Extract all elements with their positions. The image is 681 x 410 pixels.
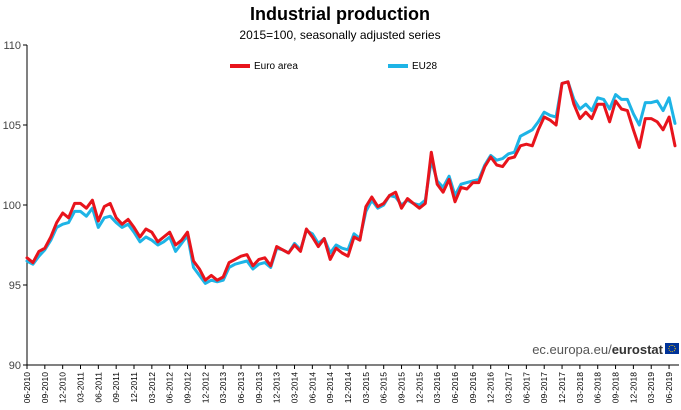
x-tick-label: 12-2015	[414, 372, 424, 403]
source-credit: ec.europa.eu/eurostat	[532, 342, 679, 357]
x-tick-label: 09-2016	[468, 372, 478, 403]
x-tick-label: 06-2016	[450, 372, 460, 403]
x-tick-label: 03-2014	[290, 372, 300, 403]
x-tick-label: 03-2019	[646, 372, 656, 403]
x-tick-label: 06-2010	[22, 372, 32, 403]
y-tick-label: 110	[3, 40, 21, 52]
x-tick-label: 09-2011	[111, 372, 121, 403]
x-tick-label: 06-2019	[664, 372, 674, 403]
x-tick-label: 09-2017	[539, 372, 549, 403]
legend-label-euro-area: Euro area	[254, 61, 298, 72]
x-tick-label: 09-2010	[40, 372, 50, 403]
x-axis: 06-2010 09-2010 12-2010 03-2011 06-2011 09-20…	[22, 364, 679, 403]
x-tick-label: 12-2011	[129, 372, 139, 403]
x-tick-label: 03-2012	[147, 372, 157, 403]
eu-flag-icon	[665, 343, 679, 354]
x-tick-label: 03-2015	[361, 372, 371, 403]
series-line-euro-area	[25, 80, 677, 282]
source-brand: eurostat	[612, 342, 664, 357]
x-tick-label: 09-2018	[611, 372, 621, 403]
x-tick-label: 12-2012	[200, 372, 210, 403]
x-tick-label: 06-2012	[165, 372, 175, 403]
series-lines	[25, 80, 677, 285]
x-tick-label: 12-2018	[628, 372, 638, 403]
x-tick-label: 12-2016	[486, 372, 496, 403]
chart-title: Industrial production	[250, 4, 430, 24]
y-tick-label: 90	[9, 360, 21, 372]
x-tick-label: 03-2013	[218, 372, 228, 403]
x-tick-label: 12-2014	[343, 372, 353, 403]
x-tick-label: 12-2017	[557, 372, 567, 403]
chart-subtitle: 2015=100, seasonally adjusted series	[239, 28, 440, 42]
source-text: ec.europa.eu/eurostat	[532, 342, 663, 357]
x-tick-label: 03-2018	[575, 372, 585, 403]
legend-label-eu28: EU28	[412, 61, 437, 72]
y-tick-label: 95	[9, 280, 21, 292]
y-axis: 90 95 100 105 110	[3, 40, 28, 372]
x-tick-label: 06-2017	[521, 372, 531, 403]
x-tick-label: 03-2011	[76, 372, 86, 403]
x-tick-label: 12-2010	[58, 372, 68, 403]
legend: Euro area EU28	[230, 61, 437, 72]
y-tick-label: 105	[3, 120, 21, 132]
x-tick-label: 06-2015	[379, 372, 389, 403]
x-tick-label: 12-2013	[272, 372, 282, 403]
x-tick-label: 06-2011	[93, 372, 103, 403]
x-tick-label: 09-2015	[397, 372, 407, 403]
x-tick-label: 06-2014	[307, 372, 317, 403]
x-tick-label: 06-2018	[593, 372, 603, 403]
x-tick-label: 09-2013	[254, 372, 264, 403]
x-tick-label: 09-2012	[183, 372, 193, 403]
x-tick-label: 06-2013	[236, 372, 246, 403]
y-tick-label: 100	[3, 200, 21, 212]
source-prefix: ec.europa.eu/	[532, 342, 612, 357]
x-tick-label: 03-2017	[504, 372, 514, 403]
x-tick-label: 03-2016	[432, 372, 442, 403]
x-tick-label: 09-2014	[325, 372, 335, 403]
